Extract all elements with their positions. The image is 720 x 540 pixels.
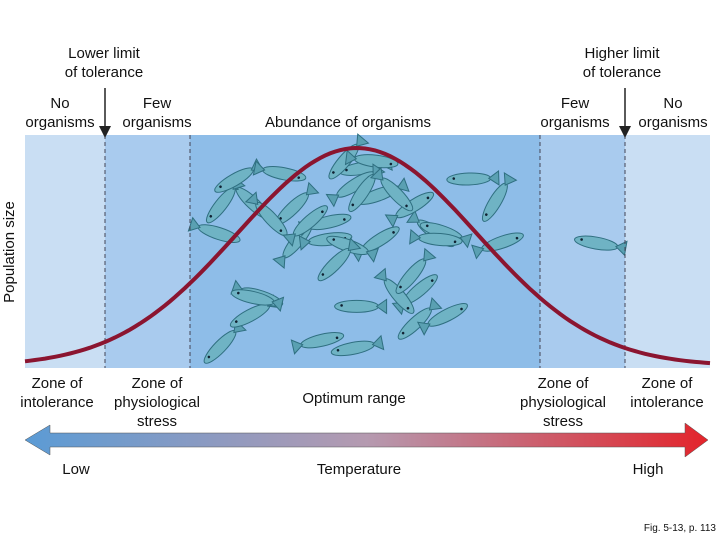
abundance-label: No bbox=[50, 95, 69, 112]
zone-intolerance-right bbox=[625, 135, 710, 368]
fish bbox=[395, 247, 437, 294]
zone-label: Zone of bbox=[132, 375, 184, 392]
zone-label: stress bbox=[543, 413, 583, 430]
zone-label: Zone of bbox=[538, 375, 590, 392]
fish bbox=[471, 232, 524, 260]
abundance-label: organisms bbox=[122, 114, 191, 131]
zone-label: Zone of bbox=[642, 375, 694, 392]
zone-label: Optimum range bbox=[302, 390, 405, 407]
fish bbox=[330, 334, 385, 357]
zone-borders bbox=[104, 135, 626, 368]
fish bbox=[416, 303, 468, 336]
fish bbox=[574, 235, 628, 257]
caption: Fig. 5-13, p. 113 bbox=[644, 523, 717, 534]
fish bbox=[317, 237, 362, 282]
abundance-label: organisms bbox=[638, 114, 707, 131]
zone-label: intolerance bbox=[20, 394, 93, 411]
fish bbox=[409, 228, 463, 247]
fish bbox=[384, 191, 435, 228]
zone-label: Zone of bbox=[32, 375, 84, 392]
zone-intolerance-left bbox=[25, 135, 105, 368]
y-axis-label: Population size bbox=[1, 201, 18, 303]
fish bbox=[275, 181, 320, 226]
fish bbox=[326, 235, 380, 263]
fish bbox=[481, 172, 518, 222]
fish bbox=[397, 296, 443, 340]
higher-limit: of tolerance bbox=[583, 64, 661, 81]
temperature-arrow bbox=[24, 422, 709, 458]
temperature-high: High bbox=[633, 461, 664, 478]
zone-label: physiological bbox=[114, 394, 200, 411]
abundance-label: No bbox=[663, 95, 682, 112]
abundance-label: Few bbox=[143, 95, 172, 112]
fish bbox=[230, 289, 285, 313]
zone-stress-left bbox=[105, 135, 190, 368]
fish bbox=[373, 267, 415, 314]
fish bbox=[391, 274, 438, 316]
fish bbox=[446, 169, 500, 186]
fish-group bbox=[187, 133, 628, 364]
abundance-label: Few bbox=[561, 95, 590, 112]
fish bbox=[334, 298, 388, 315]
fish bbox=[369, 166, 414, 212]
bell-curve bbox=[24, 145, 711, 366]
fish bbox=[328, 133, 370, 180]
higher-limit: Higher limit bbox=[584, 45, 660, 62]
lower-limit: Lower limit bbox=[68, 45, 141, 62]
abundance-label: Abundance of organisms bbox=[265, 114, 431, 131]
zone-label: stress bbox=[137, 413, 177, 430]
fish bbox=[187, 216, 241, 243]
temperature-low: Low bbox=[62, 461, 90, 478]
zone-label: intolerance bbox=[630, 394, 703, 411]
abundance-label: organisms bbox=[540, 114, 609, 131]
lower-limit: of tolerance bbox=[65, 64, 143, 81]
temperature-label: Temperature bbox=[317, 461, 401, 478]
fish bbox=[282, 205, 328, 247]
zone-stress-right bbox=[540, 135, 625, 368]
fish bbox=[290, 332, 345, 355]
zone-label: physiological bbox=[520, 394, 606, 411]
abundance-label: organisms bbox=[25, 114, 94, 131]
